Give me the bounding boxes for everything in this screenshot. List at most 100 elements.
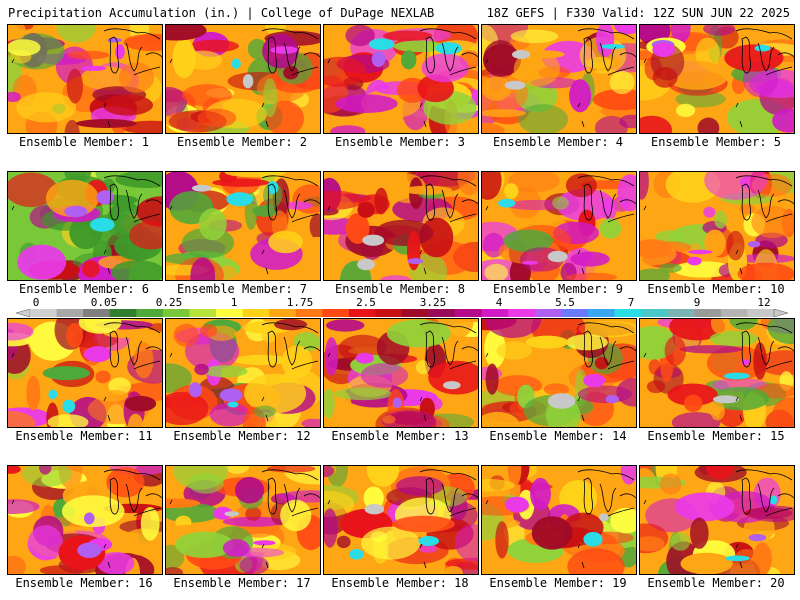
great-lakes-outline: [419, 28, 478, 76]
ensemble-member-panel: [7, 465, 163, 575]
ensemble-member-label: Ensemble Member: 2: [176, 135, 308, 149]
colorbar-tick-label: 5.5: [555, 296, 575, 309]
colorbar-swatch: [588, 309, 615, 317]
colorbar-swatch: [242, 309, 270, 317]
ensemble-member-label: Ensemble Member: 8: [334, 282, 466, 296]
boundary-marks: [643, 58, 743, 128]
great-lakes-outline: [103, 28, 162, 76]
boundary-marks: [485, 58, 585, 128]
boundary-marks: [643, 499, 743, 569]
ensemble-member-label: Ensemble Member: 1: [18, 135, 150, 149]
ensemble-member-label: Ensemble Member: 11: [15, 429, 153, 443]
ensemble-member-panel: [323, 171, 479, 281]
boundary-marks: [643, 352, 743, 422]
colorbar-tick-label: 1: [230, 296, 238, 309]
ensemble-member-label: Ensemble Member: 14: [489, 429, 627, 443]
ensemble-member-panel: [323, 24, 479, 134]
colorbar-swatch: [561, 309, 589, 317]
great-lakes-outline: [261, 28, 320, 76]
colorbar-swatch: [30, 309, 57, 317]
great-lakes-outline: [103, 175, 162, 223]
colorbar-swatch: [189, 309, 217, 317]
ensemble-member-label: Ensemble Member: 20: [647, 576, 785, 590]
colorbar-swatch: [322, 309, 350, 317]
colorbar-tick-label: 1.75: [286, 296, 314, 309]
great-lakes-outline: [735, 469, 794, 517]
colorbar: 0 0.05 0.25 1 1.75 2.5 3.25 4 5.5 7 9 12: [16, 296, 788, 319]
ensemble-member-panel: [481, 24, 637, 134]
ensemble-member-label: Ensemble Member: 7: [176, 282, 308, 296]
boundary-marks: [485, 352, 585, 422]
great-lakes-outline: [577, 175, 636, 223]
colorbar-tick-label: 3.25: [419, 296, 447, 309]
colorbar-swatch: [747, 309, 775, 317]
ensemble-member-label: Ensemble Member: 15: [647, 429, 785, 443]
boundary-marks: [169, 58, 269, 128]
great-lakes-outline: [261, 469, 320, 517]
header: Precipitation Accumulation (in.) | Colle…: [0, 0, 800, 24]
great-lakes-outline: [735, 322, 794, 370]
precip-field: [482, 172, 636, 280]
boundary-marks: [327, 205, 427, 275]
ensemble-member-panel: [639, 318, 795, 428]
boundary-marks: [169, 205, 269, 275]
ensemble-member-label: Ensemble Member: 10: [647, 282, 785, 296]
great-lakes-outline: [419, 175, 478, 223]
great-lakes-outline: [261, 322, 320, 370]
precip-field: [166, 172, 320, 280]
colorbar-swatch: [694, 309, 722, 317]
great-lakes-outline: [419, 469, 478, 517]
ensemble-member-label: Ensemble Member: 5: [650, 135, 782, 149]
precip-field: [324, 466, 478, 574]
colorbar-strip: [16, 309, 788, 317]
ensemble-member-label: Ensemble Member: 9: [492, 282, 624, 296]
ensemble-member-label: Ensemble Member: 18: [331, 576, 469, 590]
colorbar-tick-label: 4: [495, 296, 503, 309]
boundary-marks: [643, 205, 743, 275]
great-lakes-outline: [577, 469, 636, 517]
great-lakes-outline: [577, 28, 636, 76]
precip-field: [482, 466, 636, 574]
colorbar-arrow-left: [16, 309, 31, 317]
precip-field: [8, 319, 162, 427]
great-lakes-outline: [577, 322, 636, 370]
precip-field: [640, 466, 794, 574]
colorbar-tick-label: 0: [32, 296, 40, 309]
colorbar-tick-label: 0.05: [90, 296, 118, 309]
colorbar-tick-label: 9: [693, 296, 701, 309]
precip-field: [324, 172, 478, 280]
ensemble-member-panel: [481, 171, 637, 281]
precip-field: [166, 319, 320, 427]
colorbar-swatch: [534, 309, 562, 317]
colorbar-swatch: [667, 309, 695, 317]
ensemble-member-label: Ensemble Member: 3: [334, 135, 466, 149]
colorbar-swatch: [375, 309, 403, 317]
ensemble-member-label: Ensemble Member: 4: [492, 135, 624, 149]
ensemble-member-panel: [481, 465, 637, 575]
precip-field: [324, 25, 478, 133]
precip-field: [482, 319, 636, 427]
ensemble-member-label: Ensemble Member: 13: [331, 429, 469, 443]
colorbar-swatch: [508, 309, 536, 317]
boundary-marks: [11, 205, 111, 275]
colorbar-tick-label: 0.25: [155, 296, 183, 309]
precip-field: [640, 25, 794, 133]
ensemble-member-label: Ensemble Member: 6: [18, 282, 150, 296]
great-lakes-outline: [735, 175, 794, 223]
colorbar-swatch: [402, 309, 429, 317]
ensemble-member-panel: [165, 171, 321, 281]
boundary-marks: [11, 352, 111, 422]
ensemble-member-panel: [165, 465, 321, 575]
colorbar-swatch: [162, 309, 190, 317]
precip-field: [166, 466, 320, 574]
precip-field: [8, 172, 162, 280]
colorbar-swatch: [136, 309, 164, 317]
boundary-marks: [11, 499, 111, 569]
ensemble-member-panel: [165, 318, 321, 428]
colorbar-swatch: [641, 309, 669, 317]
boundary-marks: [169, 499, 269, 569]
ensemble-member-label: Ensemble Member: 12: [173, 429, 311, 443]
precip-field: [166, 25, 320, 133]
map-title: Precipitation Accumulation (in.) | Colle…: [8, 6, 435, 20]
ensemble-member-label: Ensemble Member: 16: [15, 576, 153, 590]
